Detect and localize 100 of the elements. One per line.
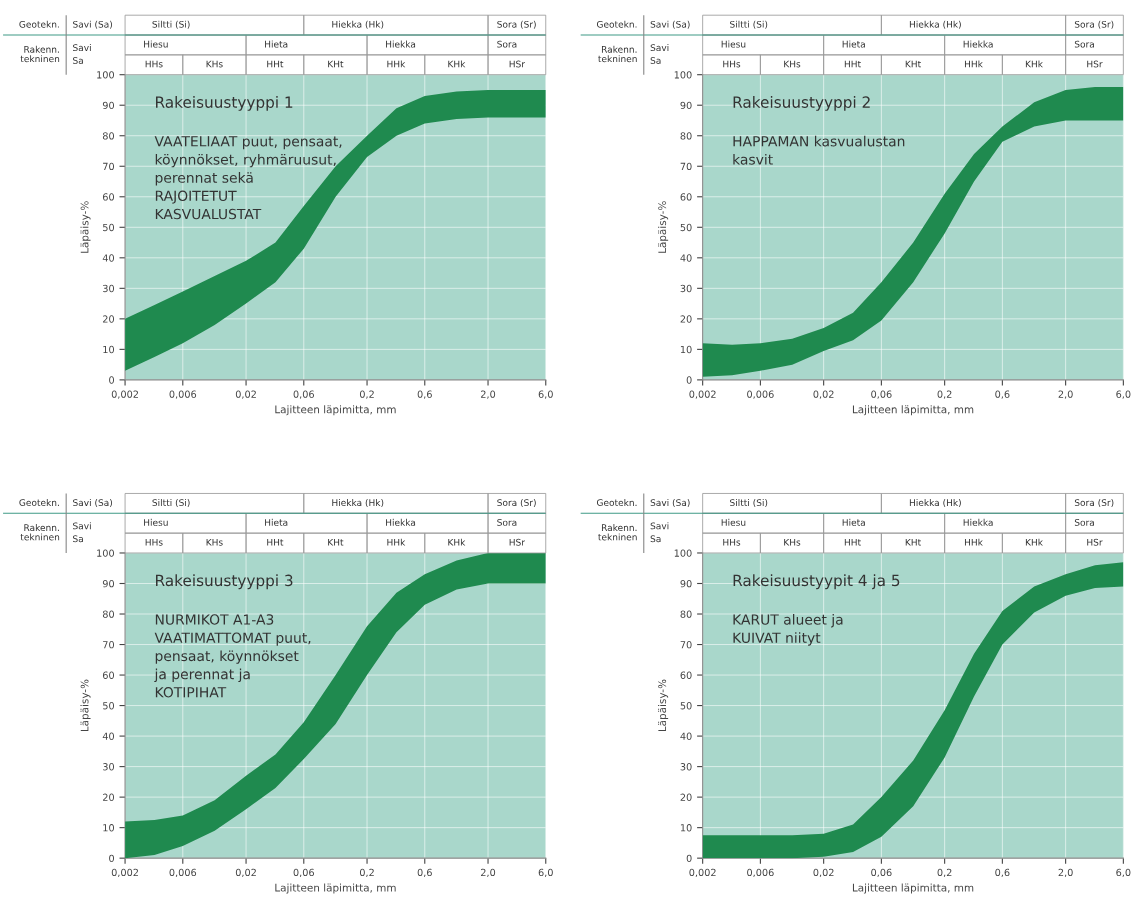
text: Siltti (Si)	[152, 499, 190, 508]
text: KHt	[905, 538, 921, 546]
y-axis-title: Läpäisy-%	[80, 679, 91, 732]
text: Hiesu	[144, 518, 168, 526]
y-axis-title: Läpäisy-%	[80, 201, 91, 253]
text: Savi Sa	[650, 44, 669, 64]
text: Hiekka	[386, 40, 416, 48]
y-tick-label: 30	[680, 284, 692, 293]
y-tick-label: 90	[680, 579, 692, 588]
text: HHt	[267, 60, 284, 68]
text: Hiekka	[386, 518, 416, 526]
x-tick-label: 2,0	[1058, 390, 1073, 399]
annotation: HAPPAMAN kasvualustan kasvit	[733, 135, 905, 165]
text: HHk	[964, 538, 983, 546]
x-tick-label: 0,02	[813, 390, 834, 399]
y-tick-label: 10	[680, 345, 692, 354]
y-tick-label: 60	[102, 671, 115, 679]
x-axis-title: Lajitteen läpimitta, mm	[275, 405, 396, 416]
x-axis-title: Lajitteen läpimitta, mm	[275, 883, 396, 894]
text: Hieta	[842, 40, 865, 48]
x-tick-label: 0,6	[995, 390, 1010, 399]
text: Rakeisuustyyppi 2	[733, 96, 870, 111]
text: Hieta	[265, 518, 288, 526]
x-tick-label: 6,0	[538, 390, 553, 399]
text: Savi Sa	[73, 44, 91, 64]
x-tick-label: 0,2	[359, 868, 374, 878]
text: Savi Sa	[650, 522, 669, 543]
y-tick-label: 90	[102, 101, 115, 110]
y-tick-label: 100	[97, 549, 115, 557]
y-tick-label: 90	[680, 101, 692, 110]
text: Siltti (Si)	[730, 20, 768, 29]
text: Savi (Sa)	[73, 499, 112, 508]
text: HHs	[723, 60, 741, 68]
y-tick-label: 100	[97, 71, 115, 79]
y-tick-label: 80	[680, 610, 692, 618]
y-tick-label: 20	[102, 793, 115, 801]
x-tick-label: 2,0	[1058, 868, 1073, 878]
text: HHs	[145, 538, 163, 546]
x-tick-label: 0,002	[111, 868, 139, 878]
text: KHt	[328, 60, 344, 68]
x-tick-label: 0,006	[747, 868, 774, 878]
text: KHt	[905, 60, 921, 68]
y-tick-label: 60	[680, 193, 692, 201]
y-tick-label: 50	[103, 702, 115, 710]
x-tick-label: 0,02	[235, 390, 256, 399]
text: Siltti (Si)	[152, 20, 190, 29]
text: Rakeisuustyyppi 3	[156, 574, 293, 590]
text: Sora (Sr)	[497, 499, 536, 508]
text: KHs	[784, 60, 801, 68]
y-tick-label: 40	[102, 732, 115, 740]
x-axis-title: Lajitteen läpimitta, mm	[852, 405, 974, 416]
y-tick-label: 80	[102, 610, 115, 618]
x-axis-title: Lajitteen läpimitta, mm	[852, 883, 974, 894]
text: Geotekn.	[19, 499, 59, 506]
y-tick-label: 100	[674, 71, 692, 79]
text: KHk	[448, 538, 466, 546]
text: Sora	[497, 519, 517, 526]
y-tick-label: 20	[680, 315, 692, 323]
text: HHs	[723, 538, 741, 546]
y-tick-label: 40	[680, 254, 692, 262]
x-tick-label: 0,02	[813, 868, 834, 878]
text: HSr	[509, 60, 526, 68]
x-tick-label: 0,6	[417, 868, 432, 878]
x-tick-label: 0,6	[417, 390, 432, 399]
x-tick-label: 0,06	[293, 868, 314, 878]
x-tick-label: 0,2	[359, 390, 374, 399]
x-tick-label: 0,6	[995, 868, 1010, 878]
x-tick-label: 0,006	[747, 390, 774, 399]
y-tick-label: 30	[103, 763, 115, 771]
x-tick-label: 0,002	[689, 390, 716, 399]
y-tick-label: 100	[674, 549, 692, 557]
x-tick-label: 0,006	[169, 868, 197, 878]
text: Hiesu	[721, 518, 746, 526]
text: Savi (Sa)	[650, 20, 690, 29]
x-tick-label: 6,0	[1116, 868, 1131, 878]
text: Hiesu	[144, 40, 168, 48]
text: Hiekka (Hk)	[332, 20, 384, 29]
text: HHs	[145, 60, 163, 68]
x-tick-label: 2,0	[481, 390, 496, 399]
text: Geotekn.	[596, 499, 637, 506]
x-tick-label: 0,002	[689, 868, 716, 878]
y-axis-title: Läpäisy-%	[658, 679, 669, 732]
text: KHs	[206, 538, 223, 546]
text: HHk	[964, 60, 983, 68]
y-tick-label: 70	[680, 641, 692, 649]
x-tick-label: 6,0	[1116, 390, 1131, 399]
y-tick-label: 90	[102, 579, 115, 588]
y-tick-label: 30	[680, 763, 692, 771]
text: Hiekka (Hk)	[909, 499, 961, 508]
text: Geotekn.	[19, 20, 59, 28]
y-tick-label: 0	[109, 376, 115, 384]
text: Rakenn. tekninen	[598, 524, 637, 541]
text: Sora (Sr)	[1074, 499, 1114, 508]
text: HSr	[509, 538, 526, 546]
text: Rakeisuustyypit 4 ja 5	[733, 574, 900, 590]
text: Savi Sa	[73, 522, 91, 543]
text: HHk	[387, 538, 406, 546]
text: Savi (Sa)	[73, 20, 112, 29]
text: Hiekka (Hk)	[909, 20, 961, 29]
x-tick-label: 6,0	[538, 868, 553, 878]
